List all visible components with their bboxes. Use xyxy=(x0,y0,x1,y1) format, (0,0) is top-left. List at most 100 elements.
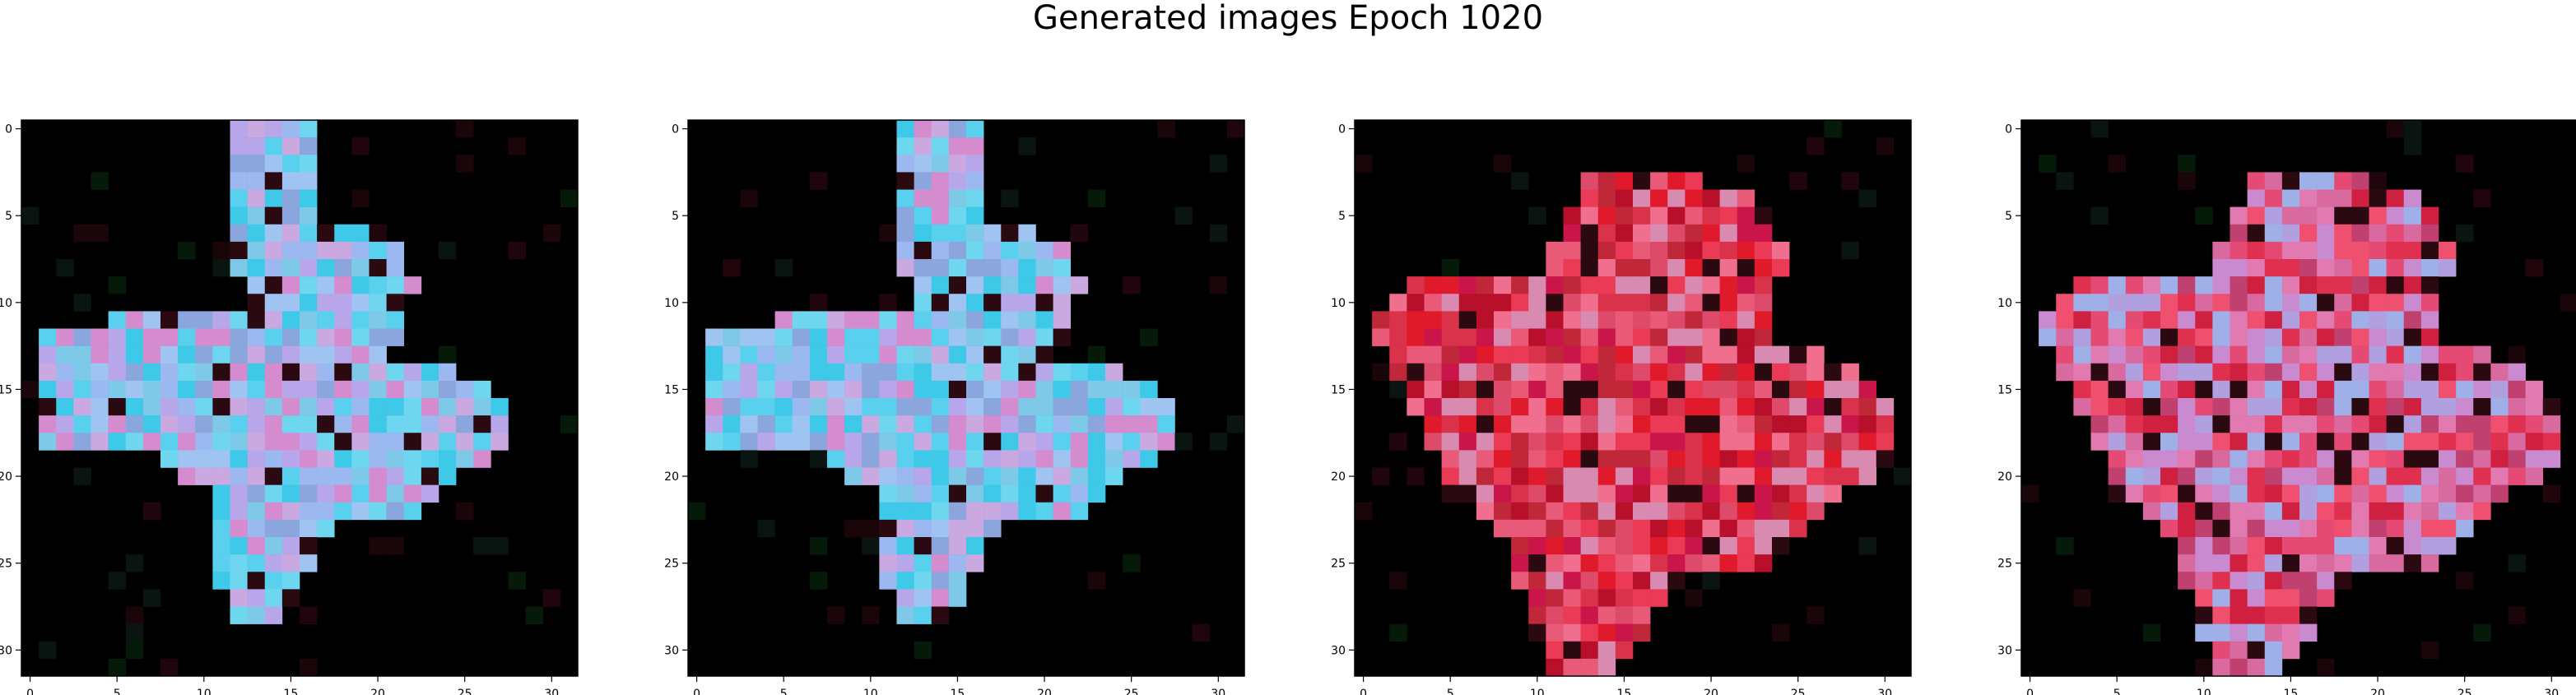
image-pixel xyxy=(1424,294,1442,312)
image-pixel xyxy=(1702,554,1720,572)
image-pixel xyxy=(2299,398,2318,416)
image-pixel xyxy=(1070,398,1089,416)
image-pixel xyxy=(142,328,161,346)
image-pixel xyxy=(1702,276,1720,294)
figure-suptitle: Generated images Epoch 1020 xyxy=(1032,0,1544,37)
axes-frame xyxy=(1354,119,1912,677)
image-pixel xyxy=(2247,345,2266,364)
image-pixel xyxy=(1511,172,1529,190)
image-pixel xyxy=(542,224,561,243)
image-pixel xyxy=(281,241,300,260)
image-pixel xyxy=(264,259,283,277)
image-pixel xyxy=(896,345,914,364)
image-pixel xyxy=(983,259,1002,277)
image-pixel xyxy=(1087,467,1106,485)
image-pixel xyxy=(195,380,213,399)
image-pixel xyxy=(39,641,57,660)
image-pixel xyxy=(914,224,932,243)
image-pixel xyxy=(1806,415,1825,433)
image-pixel xyxy=(178,467,196,485)
image-pixel xyxy=(160,433,179,451)
image-pixel xyxy=(1528,415,1546,433)
image-pixel xyxy=(931,415,950,433)
image-pixel xyxy=(1597,467,1616,485)
image-pixel xyxy=(1667,189,1686,207)
image-pixel xyxy=(1123,276,1141,294)
image-pixel xyxy=(1633,276,1651,294)
image-pixel xyxy=(247,554,266,572)
image-pixel xyxy=(281,572,300,590)
image-pixel xyxy=(1615,537,1634,555)
image-pixel xyxy=(1597,345,1616,364)
image-pixel xyxy=(1053,502,1072,521)
x-tick-label: 20 xyxy=(1037,688,1052,695)
image-pixel xyxy=(2542,398,2561,416)
image-pixel xyxy=(1806,467,1825,485)
image-pixel xyxy=(2334,224,2352,243)
image-pixel xyxy=(1615,450,1634,468)
image-pixel xyxy=(317,398,335,416)
image-pixel xyxy=(2142,502,2161,521)
image-pixel xyxy=(230,467,248,485)
image-pixel xyxy=(2490,484,2509,503)
image-pixel xyxy=(966,137,984,155)
image-pixel xyxy=(1546,398,1564,416)
image-pixel xyxy=(195,433,213,451)
image-pixel xyxy=(2073,345,2091,364)
image-pixel xyxy=(2247,554,2266,572)
image-pixel xyxy=(2281,398,2300,416)
image-pixel xyxy=(369,450,387,468)
x-tick-label: 20 xyxy=(2370,688,2385,695)
image-pixel xyxy=(2560,294,2576,312)
image-pixel xyxy=(1685,380,1703,399)
image-pixel xyxy=(1754,224,1773,243)
image-pixel xyxy=(1789,398,1807,416)
image-pixel xyxy=(2369,311,2387,329)
image-pixel xyxy=(525,606,544,624)
image-pixel xyxy=(91,345,109,364)
image-pixel xyxy=(317,345,335,364)
image-pixel xyxy=(560,415,579,433)
image-pixel xyxy=(2403,276,2422,294)
image-pixel xyxy=(1580,363,1599,382)
image-pixel xyxy=(56,259,74,277)
image-pixel xyxy=(1424,276,1442,294)
image-pixel xyxy=(317,450,335,468)
image-pixel xyxy=(723,398,741,416)
image-pixel xyxy=(178,433,196,451)
image-pixel xyxy=(1458,398,1477,416)
image-pixel xyxy=(757,345,775,364)
image-pixel xyxy=(2073,589,2091,607)
image-pixel xyxy=(983,276,1002,294)
image-pixel xyxy=(792,433,811,451)
image-pixel xyxy=(1789,172,1807,190)
image-pixel xyxy=(1719,363,1738,382)
image-pixel xyxy=(300,484,318,503)
image-pixel xyxy=(1615,224,1634,243)
image-pixel xyxy=(386,294,405,312)
image-pixel xyxy=(230,259,248,277)
image-pixel xyxy=(300,502,318,521)
image-pixel xyxy=(2195,519,2213,538)
image-pixel xyxy=(1441,363,1460,382)
image-pixel xyxy=(1597,189,1616,207)
image-pixel xyxy=(2178,415,2196,433)
image-pixel xyxy=(896,328,914,346)
image-pixel xyxy=(2334,450,2352,468)
image-pixel xyxy=(1580,606,1599,624)
image-pixel xyxy=(1424,380,1442,399)
image-pixel xyxy=(1174,206,1193,225)
y-tick-label: 15 xyxy=(0,383,12,396)
image-pixel xyxy=(2490,433,2509,451)
image-pixel xyxy=(1511,363,1529,382)
image-pixel xyxy=(1458,311,1477,329)
image-pixel xyxy=(896,554,914,572)
image-pixel xyxy=(2456,433,2474,451)
image-pixel xyxy=(2351,311,2369,329)
image-pixel xyxy=(1633,363,1651,382)
image-pixel xyxy=(2073,294,2091,312)
image-pixel xyxy=(1001,259,1019,277)
image-pixel xyxy=(1053,363,1072,382)
x-tick-label: 25 xyxy=(458,688,472,695)
image-pixel xyxy=(879,224,897,243)
